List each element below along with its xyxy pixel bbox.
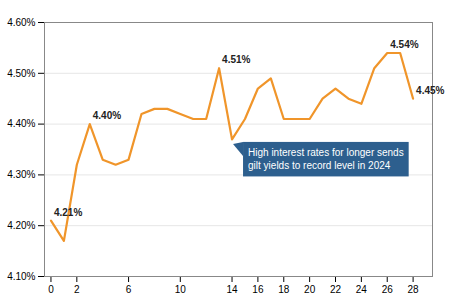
svg-text:4.10%: 4.10% [7, 271, 35, 282]
svg-text:2: 2 [74, 284, 80, 295]
svg-text:14: 14 [226, 284, 238, 295]
svg-text:26: 26 [382, 284, 394, 295]
svg-text:18: 18 [278, 284, 290, 295]
svg-text:4.60%: 4.60% [7, 17, 35, 28]
svg-text:4.20%: 4.20% [7, 220, 35, 231]
svg-text:4.50%: 4.50% [7, 68, 35, 79]
svg-text:0: 0 [48, 284, 54, 295]
svg-text:10: 10 [175, 284, 187, 295]
svg-text:4.40%: 4.40% [7, 118, 35, 129]
svg-text:4.51%: 4.51% [222, 54, 250, 65]
svg-text:4.30%: 4.30% [7, 169, 35, 180]
svg-text:4.45%: 4.45% [416, 85, 444, 96]
svg-text:6: 6 [126, 284, 132, 295]
svg-text:4.40%: 4.40% [93, 110, 121, 121]
svg-text:24: 24 [356, 284, 368, 295]
svg-text:High interest rates for longer: High interest rates for longer sendsgilt… [248, 147, 404, 171]
svg-text:22: 22 [330, 284, 342, 295]
svg-text:28: 28 [408, 284, 420, 295]
svg-text:16: 16 [252, 284, 264, 295]
svg-text:4.54%: 4.54% [390, 39, 418, 50]
svg-text:4.21%: 4.21% [54, 207, 82, 218]
svg-text:20: 20 [304, 284, 316, 295]
